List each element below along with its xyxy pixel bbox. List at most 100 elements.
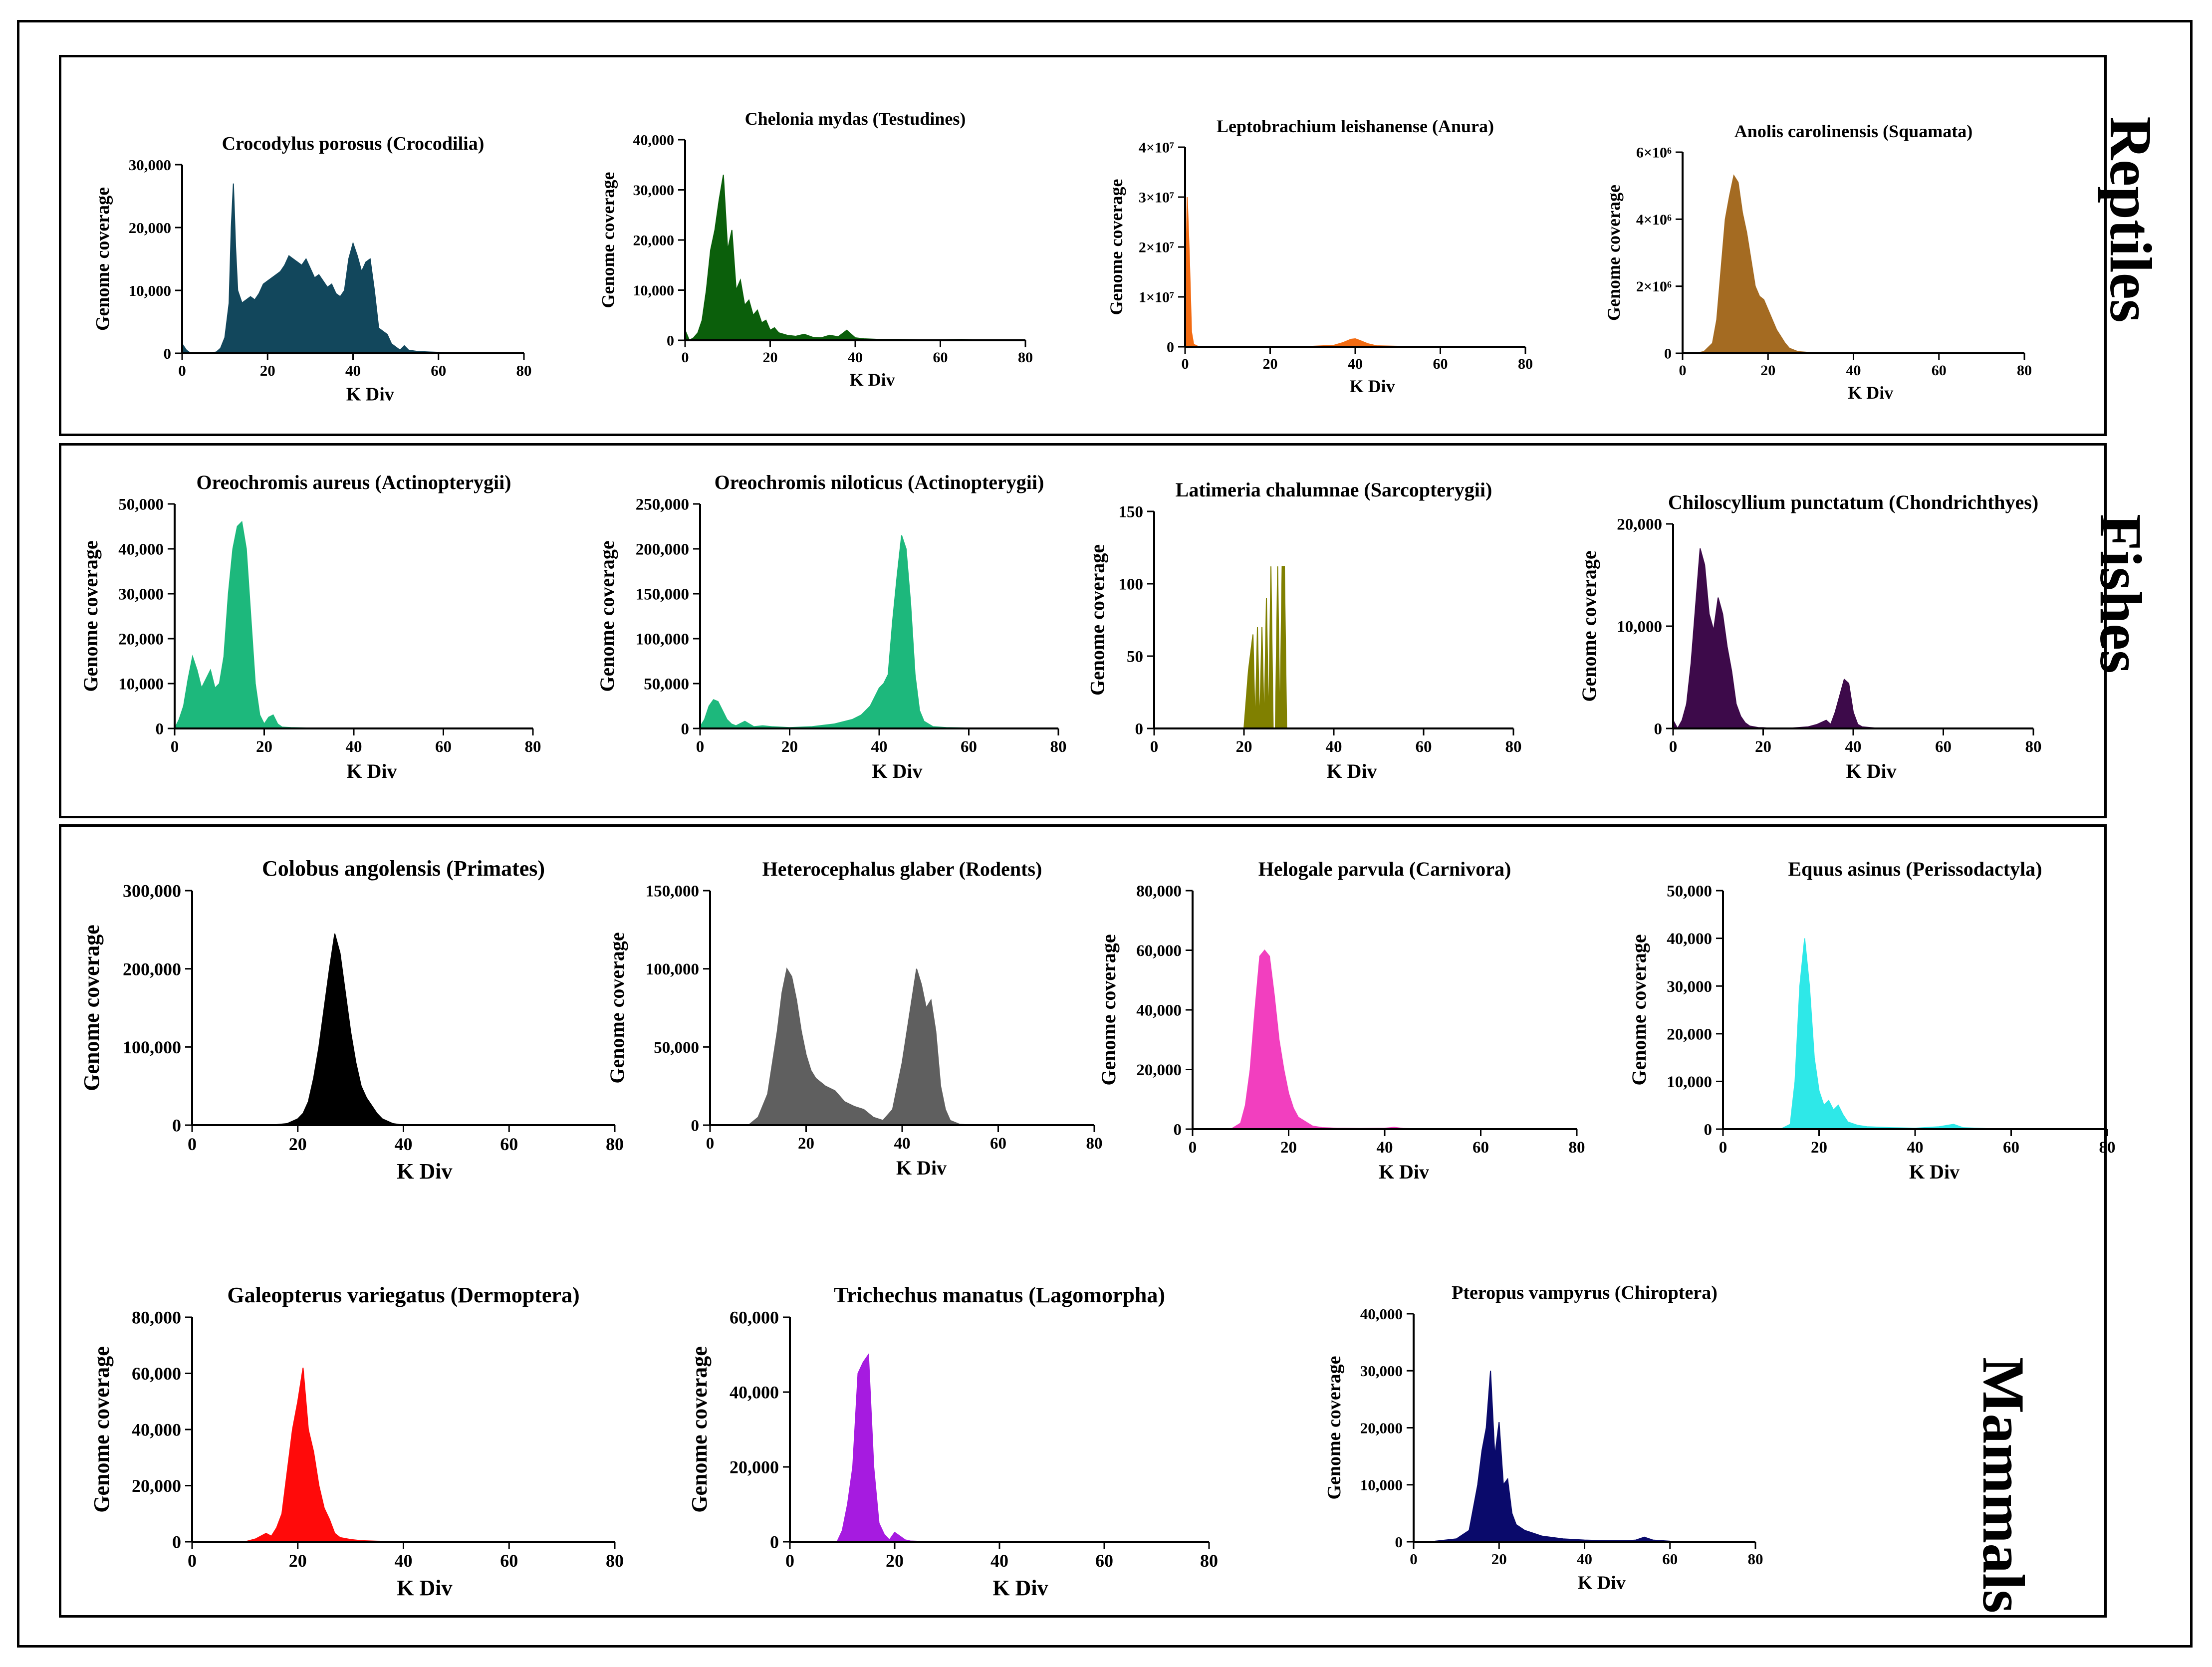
- chart-3-x-tick-label: 80: [1518, 356, 1533, 372]
- chart-3-x-tick-label: 20: [1263, 356, 1278, 372]
- chart-2-title: Chelonia mydas (Testudines): [745, 109, 966, 129]
- chart-11-title: Helogale parvula (Carnivora): [1258, 858, 1511, 880]
- chart-5-x-tick-label: 0: [171, 738, 179, 756]
- chart-5-y-tick-label: 20,000: [118, 631, 164, 649]
- chart-11-x-tick-label: 40: [1377, 1139, 1393, 1157]
- chart-13-y-tick-label: 60,000: [132, 1364, 181, 1384]
- chart-14-y-tick-label: 20,000: [730, 1457, 779, 1477]
- chart-11-x-tick-label: 80: [1569, 1139, 1585, 1157]
- figure-frame: [17, 20, 2193, 1648]
- chart-13-x-tick-label: 80: [606, 1551, 624, 1571]
- chart-15-title: Pteropus vampyrus (Chiroptera): [1452, 1282, 1718, 1303]
- chart-4-title: Anolis carolinensis (Squamata): [1734, 121, 1972, 141]
- chart-10-area-series: [710, 967, 1046, 1126]
- chart-12-x-axis-label: K Div: [1909, 1161, 1960, 1183]
- chart-3-title: Leptobrachium leishanense (Anura): [1217, 116, 1494, 136]
- chart-5-x-tick-label: 40: [346, 738, 362, 756]
- chart-1-x-axis-label: K Div: [346, 384, 394, 405]
- chart-14-x-tick-label: 60: [1095, 1551, 1113, 1571]
- chart-9-x-tick-label: 20: [289, 1134, 307, 1154]
- chart-2-y-tick-label: 20,000: [633, 233, 675, 249]
- chart-8-y-tick-label: 0: [1654, 720, 1663, 738]
- chart-3-y-tick-label: 4×10⁷: [1139, 140, 1174, 156]
- chart-11-x-tick-label: 60: [1473, 1139, 1489, 1157]
- chart-12-x-tick-label: 20: [1811, 1139, 1827, 1157]
- chart-3-y-tick-label: 1×10⁷: [1139, 289, 1174, 306]
- chart-7-y-tick-label: 100: [1119, 576, 1144, 594]
- chart-14-x-axis-label: K Div: [992, 1576, 1048, 1600]
- chart-1-area-series: [182, 183, 482, 354]
- chart-3-y-tick-label: 0: [1167, 339, 1174, 356]
- chart-6-y-tick-label: 200,000: [636, 541, 689, 559]
- chart-10-x-tick-label: 80: [1086, 1135, 1103, 1153]
- chart-12-title: Equus asinus (Perissodactyla): [1788, 858, 2042, 880]
- chart-10-y-axis-label: Genome coverage: [606, 932, 628, 1083]
- chart-2-x-axis-label: K Div: [850, 370, 895, 390]
- chart-15-x-axis-label: K Div: [1578, 1572, 1626, 1593]
- chart-13-y-tick-label: 0: [172, 1532, 181, 1552]
- chart-6-y-axis-label: Genome coverage: [596, 540, 618, 692]
- chart-14-area-series: [790, 1353, 1157, 1542]
- chart-11-y-axis-label: Genome coverage: [1097, 934, 1120, 1085]
- chart-9-y-tick-label: 200,000: [123, 959, 181, 979]
- chart-10-y-tick-label: 0: [691, 1117, 700, 1135]
- chart-14-y-tick-label: 40,000: [730, 1383, 779, 1403]
- chart-12-y-tick-label: 40,000: [1667, 930, 1712, 948]
- chart-9-x-tick-label: 60: [500, 1134, 518, 1154]
- chart-11-y-tick-label: 40,000: [1136, 1002, 1182, 1020]
- chart-7-x-tick-label: 80: [1505, 738, 1522, 756]
- chart-5-x-tick-label: 60: [435, 738, 452, 756]
- chart-4-y-axis-label: Genome coverage: [1604, 185, 1624, 321]
- chart-8-y-axis-label: Genome coverage: [1578, 550, 1600, 702]
- chart-13-area-series: [192, 1368, 562, 1542]
- chart-3-area-series: [1185, 197, 1483, 347]
- chart-3-y-tick-label: 3×10⁷: [1139, 190, 1174, 206]
- chart-8-y-tick-label: 10,000: [1617, 618, 1662, 636]
- chart-5-y-axis-label: Genome coverage: [79, 540, 102, 692]
- chart-7-y-tick-label: 50: [1127, 648, 1143, 666]
- chart-14-y-tick-label: 0: [770, 1532, 779, 1552]
- chart-1-y-tick-label: 30,000: [129, 156, 171, 174]
- chart-6-y-tick-label: 100,000: [636, 631, 689, 649]
- chart-6-area-series: [700, 535, 1014, 729]
- chart-8-x-tick-label: 80: [2025, 738, 2042, 756]
- chart-2-x-tick-label: 60: [933, 349, 948, 366]
- chart-7-title: Latimeria chalumnae (Sarcopterygii): [1176, 478, 1492, 501]
- chart-9-y-tick-label: 300,000: [123, 881, 181, 901]
- chart-5-x-tick-label: 80: [525, 738, 541, 756]
- chart-9-title: Colobus angolensis (Primates): [262, 856, 545, 881]
- chart-2-y-tick-label: 0: [667, 333, 674, 349]
- chart-1-y-tick-label: 0: [164, 345, 172, 362]
- chart-13-x-tick-label: 60: [500, 1551, 518, 1571]
- chart-4-x-axis-label: K Div: [1848, 383, 1893, 403]
- chart-2-y-tick-label: 10,000: [633, 282, 675, 299]
- chart-5-x-tick-label: 20: [256, 738, 272, 756]
- chart-2-x-tick-label: 0: [682, 349, 689, 366]
- chart-14-y-axis-label: Genome coverage: [687, 1346, 712, 1513]
- chart-2-y-tick-label: 40,000: [633, 132, 675, 149]
- chart-12-y-tick-label: 10,000: [1667, 1073, 1712, 1091]
- chart-5-y-tick-label: 40,000: [118, 541, 164, 559]
- chart-9-x-tick-label: 80: [606, 1134, 624, 1154]
- chart-10-x-tick-label: 60: [990, 1135, 1006, 1153]
- chart-14-x-tick-label: 20: [886, 1551, 904, 1571]
- chart-6-y-tick-label: 0: [681, 720, 690, 738]
- chart-13-title: Galeopterus variegatus (Dermoptera): [227, 1283, 579, 1307]
- chart-3-y-axis-label: Genome coverage: [1106, 179, 1126, 315]
- chart-15-y-tick-label: 10,000: [1360, 1476, 1403, 1494]
- chart-10-x-tick-label: 0: [706, 1135, 715, 1153]
- chart-6-x-tick-label: 40: [871, 738, 888, 756]
- chart-15-y-axis-label: Genome coverage: [1324, 1356, 1345, 1499]
- chart-3-x-tick-label: 60: [1433, 356, 1448, 372]
- chart-4-x-tick-label: 80: [2017, 362, 2032, 379]
- chart-10-y-tick-label: 100,000: [646, 960, 699, 978]
- chart-13-x-tick-label: 40: [395, 1551, 413, 1571]
- chart-5-y-tick-label: 0: [156, 720, 164, 738]
- chart-9-x-tick-label: 0: [188, 1134, 197, 1154]
- chart-7-x-tick-label: 60: [1416, 738, 1432, 756]
- chart-12-y-axis-label: Genome coverage: [1628, 934, 1650, 1085]
- chart-8-area-series: [1673, 548, 1988, 730]
- chart-6-y-tick-label: 250,000: [636, 496, 689, 514]
- chart-14-x-tick-label: 0: [785, 1551, 794, 1571]
